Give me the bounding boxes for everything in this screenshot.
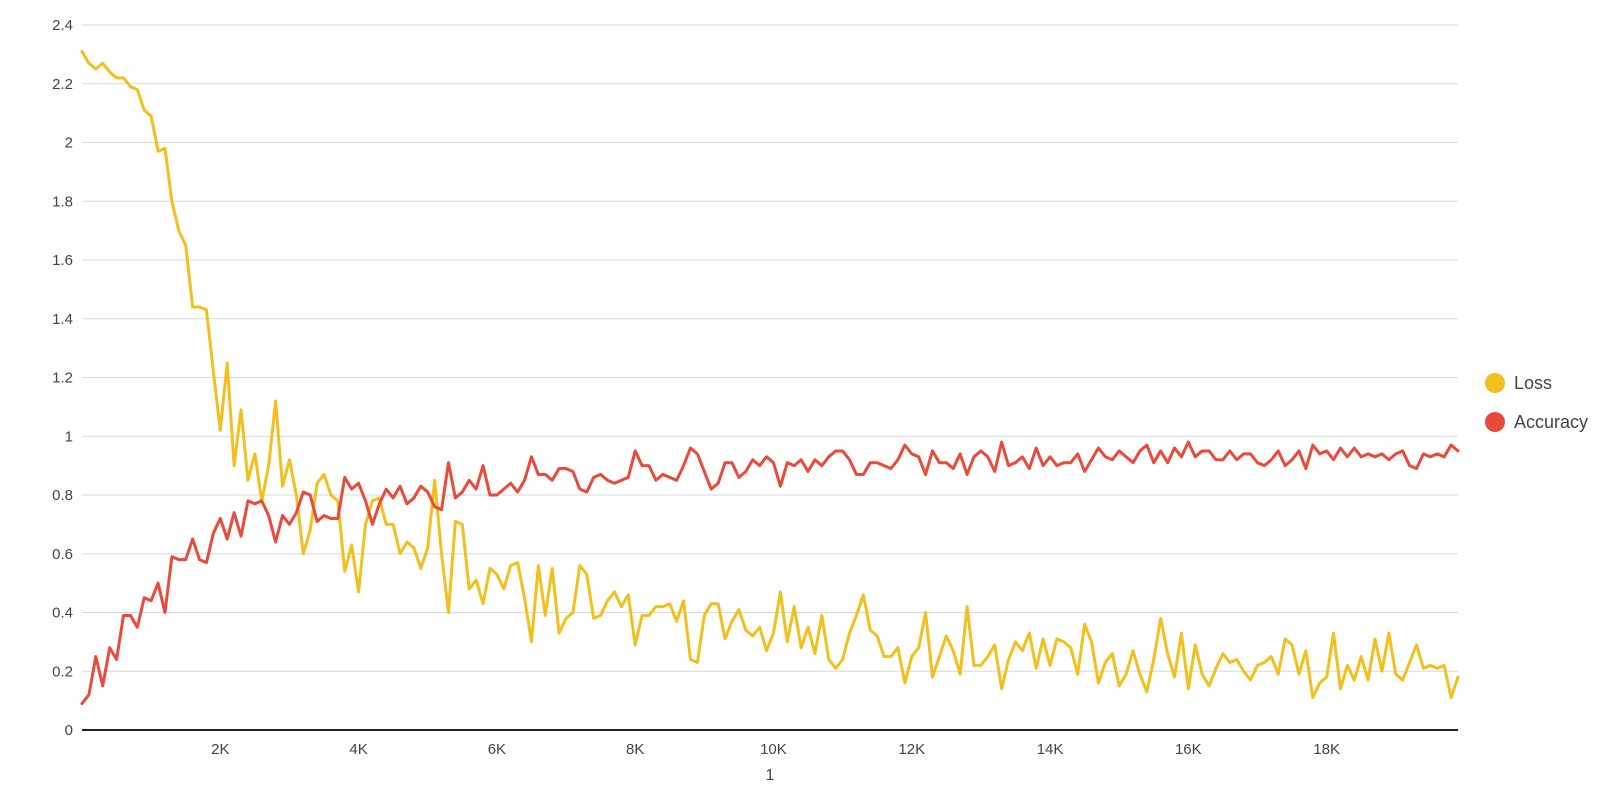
x-tick-label: 12K xyxy=(898,741,925,758)
x-tick-label: 6K xyxy=(488,741,506,758)
x-tick-label: 16K xyxy=(1175,741,1202,758)
y-tick-label: 2.4 xyxy=(52,17,73,34)
y-tick-label: 0.2 xyxy=(52,663,73,680)
y-tick-label: 1.2 xyxy=(52,370,73,387)
x-tick-label: 8K xyxy=(626,741,644,758)
y-tick-label: 1.8 xyxy=(52,193,73,210)
series-lines xyxy=(80,49,1460,706)
x-axis-tick-labels: 2K 4K 6K 8K 10K 12K 14K 16K 18K xyxy=(211,741,1340,758)
y-axis-tick-labels: 0 0.2 0.4 0.6 0.8 1 1.2 1.4 1.6 1.8 2 2.2 2.4 xyxy=(52,17,73,739)
x-tick-label: 4K xyxy=(349,741,367,758)
x-tick-label: 2K xyxy=(211,741,229,758)
y-tick-label: 1.6 xyxy=(52,252,73,269)
y-tick-label: 0 xyxy=(65,722,73,739)
y-tick-label: 0.4 xyxy=(52,605,73,622)
series-line-accuracy xyxy=(80,440,1460,706)
grid-lines xyxy=(82,24,1458,672)
y-tick-label: 0.6 xyxy=(52,546,73,563)
legend-swatch-accuracy xyxy=(1485,412,1505,432)
x-tick-label: 18K xyxy=(1313,741,1340,758)
y-tick-label: 2 xyxy=(65,135,73,152)
series-line-loss xyxy=(80,49,1460,700)
y-tick-label: 2.2 xyxy=(52,76,73,93)
y-tick-label: 1.4 xyxy=(52,311,73,328)
legend-swatch-loss xyxy=(1485,373,1505,393)
legend-label-loss: Loss xyxy=(1514,373,1552,393)
y-tick-label: 1 xyxy=(65,428,73,445)
x-tick-label: 10K xyxy=(760,741,787,758)
legend-label-accuracy: Accuracy xyxy=(1514,412,1588,432)
x-axis-title: 1 xyxy=(766,767,775,784)
legend: Loss Accuracy xyxy=(1485,373,1588,432)
y-tick-label: 0.8 xyxy=(52,487,73,504)
x-tick-label: 14K xyxy=(1037,741,1064,758)
